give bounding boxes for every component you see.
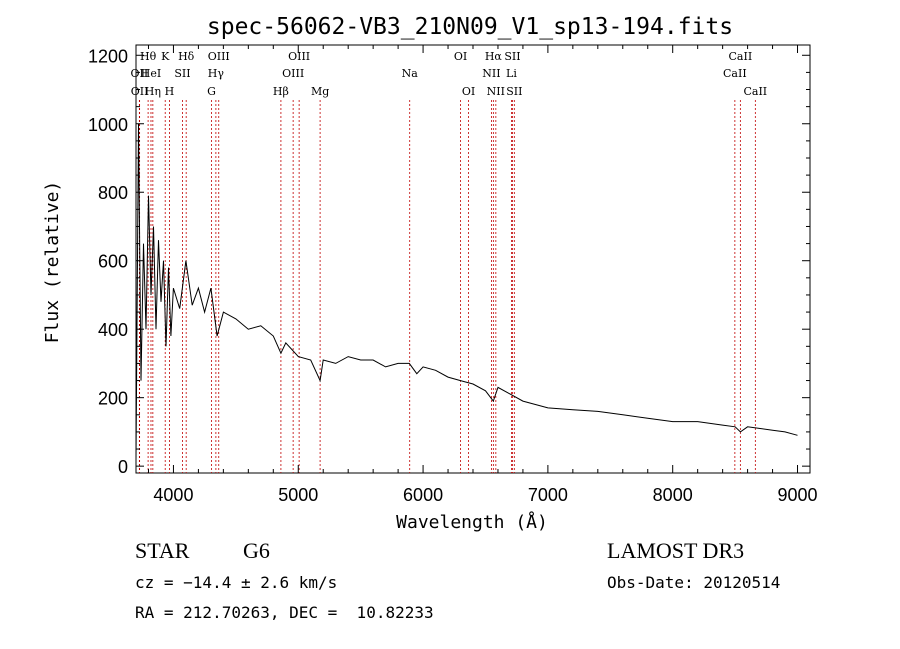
subclass: G6: [243, 538, 270, 563]
object-class: STAR: [135, 538, 190, 563]
emission-line-label: OIII: [208, 50, 230, 63]
emission-line-label: OI: [454, 50, 467, 63]
x-tick-label: 9000: [777, 485, 817, 505]
emission-line-label: HeI: [141, 67, 161, 80]
emission-line-label: NII: [482, 67, 500, 80]
emission-line-label: CaII: [729, 50, 753, 63]
plot-frame: [135, 44, 811, 474]
emission-line-label: CaII: [723, 67, 747, 80]
emission-line-label: Mg: [311, 85, 329, 98]
survey-name: LAMOST DR3: [607, 538, 745, 563]
emission-line-label: Hγ: [208, 67, 225, 80]
emission-line-label: K: [161, 50, 170, 63]
y-tick-label: 200: [98, 389, 128, 409]
emission-line-label: OI: [462, 85, 475, 98]
emission-lines: [138, 100, 756, 473]
y-axis-ticks: 0 200 400 600 800 1000 1200: [88, 46, 810, 477]
emission-line-label: OIII: [282, 67, 304, 80]
y-tick-label: 600: [98, 252, 128, 272]
emission-line-label: Hβ: [273, 85, 289, 98]
emission-line-label: G: [207, 85, 216, 98]
x-tick-label: 7000: [528, 485, 568, 505]
emission-line-label: Hθ: [140, 50, 157, 63]
y-tick-label: 1200: [88, 46, 128, 66]
emission-line-label: H: [165, 85, 175, 98]
x-tick-label: 4000: [153, 485, 193, 505]
y-tick-label: 800: [98, 183, 128, 203]
emission-line-label: OIII: [288, 50, 310, 63]
spectrum-line: [135, 123, 798, 460]
coordinates: RA = 212.70263, DEC = 10.82233: [135, 603, 434, 622]
emission-line-label: SII: [504, 50, 520, 63]
x-axis-label: Wavelength (Å): [396, 511, 548, 533]
emission-line-label: CaII: [743, 85, 767, 98]
x-axis-ticks: 4000 5000 6000 7000 8000 9000: [147, 45, 818, 505]
emission-line-label: SII: [506, 85, 522, 98]
emission-line-label: SII: [174, 67, 190, 80]
y-axis-label: Flux (relative): [42, 181, 63, 344]
x-tick-label: 8000: [653, 485, 693, 505]
redshift-velocity: cz = −14.4 ± 2.6 km/s: [135, 573, 338, 592]
y-tick-label: 400: [98, 320, 128, 340]
emission-line-label: OII: [131, 67, 149, 80]
x-tick-label: 6000: [403, 485, 443, 505]
y-tick-label: 0: [118, 457, 128, 477]
emission-line-label: Hα: [485, 50, 503, 63]
y-tick-label: 1000: [88, 115, 128, 135]
emission-line-label: Hη: [145, 85, 161, 98]
emission-line-label: Li: [506, 67, 517, 80]
emission-line-label: OII: [131, 85, 149, 98]
observation-date: Obs-Date: 20120514: [607, 573, 781, 592]
emission-line-label: Na: [402, 67, 419, 80]
chart-title: spec-56062-VB3_210N09_V1_sp13-194.fits: [207, 14, 733, 40]
x-tick-label: 5000: [278, 485, 318, 505]
emission-line-label: NII: [487, 85, 505, 98]
emission-line-label: Hδ: [178, 50, 195, 63]
